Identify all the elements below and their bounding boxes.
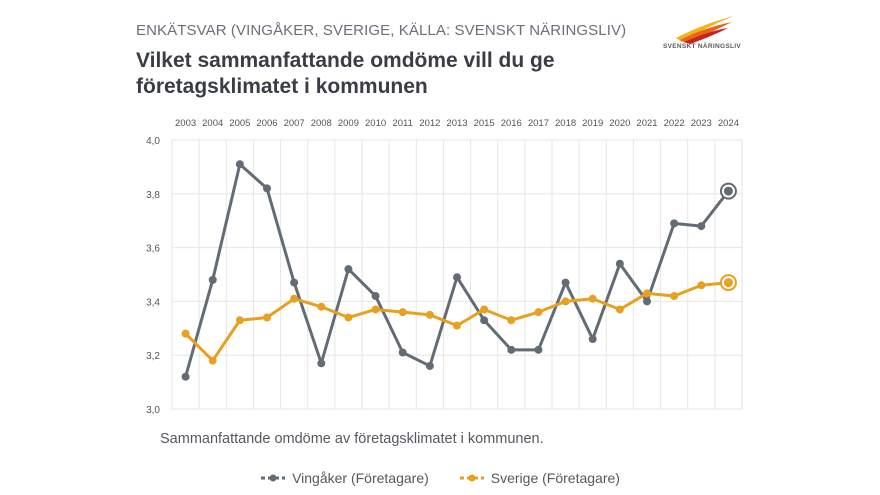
y-tick-label: 3,4 (146, 297, 160, 308)
data-point (425, 361, 434, 370)
chart-source-label: ENKÄTSVAR (VINGÅKER, SVERIGE, KÄLLA: SVE… (136, 22, 627, 39)
data-point (534, 308, 543, 317)
legend-marker-vingaker-icon (261, 474, 286, 482)
data-point (398, 348, 407, 357)
data-point (697, 281, 706, 290)
x-tick-label: 2006 (256, 118, 277, 129)
x-tick-label: 2013 (446, 118, 467, 129)
x-tick-label: 2024 (718, 118, 739, 129)
data-point (588, 294, 597, 303)
data-point (670, 219, 679, 228)
data-point (561, 278, 570, 287)
data-point (290, 294, 299, 303)
data-point (317, 359, 326, 368)
data-point (453, 321, 461, 330)
data-point (181, 372, 190, 381)
x-tick-label: 2008 (311, 118, 332, 129)
x-tick-label: 2012 (419, 118, 440, 129)
data-point (507, 345, 516, 354)
data-point (263, 184, 271, 193)
data-point (697, 222, 706, 231)
logo-text: SVENSKT NÄRINGSLIV (663, 43, 741, 50)
x-tick-label: 2017 (528, 118, 549, 129)
legend-label-sverige: Sverige (Företagare) (490, 470, 620, 486)
data-point (615, 259, 624, 268)
data-point (290, 278, 299, 287)
data-point (425, 310, 434, 319)
x-tick-label: 2019 (582, 118, 603, 129)
data-point (398, 308, 407, 317)
x-tick-label: 2003 (175, 118, 196, 129)
x-tick-label: 2015 (474, 118, 495, 129)
y-tick-label: 3,2 (146, 351, 160, 362)
logo-swoosh-icon (676, 16, 734, 44)
data-point (344, 313, 353, 322)
x-tick-label: 2018 (555, 118, 576, 129)
y-tick-label: 3,8 (146, 190, 160, 201)
data-point (181, 329, 190, 338)
data-point (588, 335, 597, 344)
chart-caption: Sammanfattande omdöme av företagsklimate… (160, 431, 544, 447)
chart-title: Vilket sammanfattande omdöme vill du ge … (136, 49, 555, 98)
data-point (480, 316, 489, 325)
brand-logo: SVENSKT NÄRINGSLIV (662, 12, 742, 56)
data-point (643, 297, 651, 306)
data-point (615, 305, 624, 314)
data-point (643, 289, 651, 298)
data-point (344, 265, 353, 274)
data-point (670, 292, 679, 301)
legend-item-vingaker[interactable]: Vingåker (Företagare) (260, 470, 429, 486)
data-point (235, 160, 244, 169)
x-tick-label: 2023 (691, 118, 712, 129)
data-point (723, 186, 733, 196)
x-tick-label: 2016 (501, 118, 522, 129)
data-point (507, 316, 516, 325)
y-tick-label: 3,6 (146, 244, 160, 255)
x-tick-label: 2007 (284, 118, 305, 129)
legend-marker-sverige-icon (459, 474, 484, 482)
data-point (317, 302, 326, 311)
legend-label-vingaker: Vingåker (Företagare) (292, 470, 429, 486)
chart-legend: Vingåker (Företagare) Sverige (Företagar… (0, 470, 880, 486)
series-line-vingaker (184, 162, 730, 379)
data-point (371, 305, 380, 314)
x-tick-label: 2011 (392, 118, 412, 129)
x-tick-label: 2004 (202, 118, 223, 129)
data-point (208, 275, 217, 284)
data-point (263, 313, 271, 322)
data-point (453, 273, 461, 282)
data-point (208, 356, 217, 365)
x-tick-label: 2009 (338, 118, 359, 129)
data-point (371, 292, 380, 301)
y-tick-label: 3,0 (146, 405, 160, 416)
x-tick-label: 2021 (636, 118, 657, 129)
x-tick-label: 2022 (664, 118, 685, 129)
line-chart: 3,0 3,2 3,4 3,6 3,8 4,0 2003 2004 2005 2006 2007 20… (146, 118, 743, 416)
y-tick-label: 4,0 (146, 136, 160, 147)
legend-item-sverige[interactable]: Sverige (Företagare) (459, 470, 620, 486)
data-point (534, 345, 543, 354)
data-point (480, 305, 489, 314)
x-tick-label: 2020 (609, 118, 630, 129)
data-point (561, 297, 570, 306)
data-point (235, 316, 244, 325)
data-point (723, 278, 733, 288)
x-tick-label: 2005 (229, 118, 250, 129)
x-tick-label: 2010 (365, 118, 386, 129)
